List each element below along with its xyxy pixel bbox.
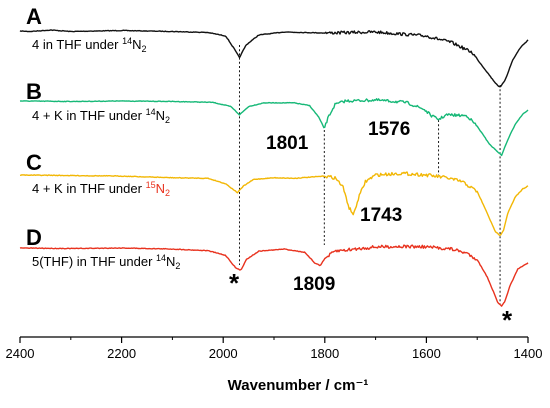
peak-annotations: 1801 1576 1743 1809 * * bbox=[229, 119, 513, 335]
panel-label-d: 5(THF) in THF under 14N2 bbox=[32, 253, 180, 271]
x-axis: 2400 2200 2000 1800 1600 1400 bbox=[6, 336, 543, 361]
x-tick-label-1800: 1800 bbox=[310, 346, 339, 361]
spectrum-trace-a bbox=[19, 29, 529, 88]
panel-letter-b: B bbox=[26, 79, 42, 104]
solvent-star-marker: * bbox=[229, 268, 240, 298]
panel-letter-d: D bbox=[26, 225, 42, 250]
x-tick-label-1400: 1400 bbox=[514, 346, 543, 361]
x-axis-title: Wavenumber / cm⁻¹ bbox=[228, 377, 369, 394]
x-tick-label-2000: 2000 bbox=[209, 346, 238, 361]
spectrum-trace-b bbox=[19, 98, 529, 157]
solvent-star-marker: * bbox=[502, 305, 513, 335]
spectra-traces bbox=[19, 29, 529, 307]
peak-label-1743: 1743 bbox=[360, 205, 402, 226]
spectrum-trace-d bbox=[19, 244, 529, 307]
x-tick-label-2400: 2400 bbox=[6, 346, 35, 361]
panel-labels: A 4 in THF under 14N2 B 4 + K in THF under … bbox=[26, 4, 180, 271]
panel-label-a: 4 in THF under 14N2 bbox=[32, 36, 147, 54]
spectrum-trace-c bbox=[19, 171, 529, 237]
peak-label-1809: 1809 bbox=[293, 274, 335, 295]
panel-label-b: 4 + K in THF under 14N2 bbox=[32, 107, 170, 125]
panel-letter-a: A bbox=[26, 4, 42, 29]
peak-label-1576: 1576 bbox=[368, 119, 410, 140]
peak-label-1801: 1801 bbox=[266, 133, 309, 154]
x-tick-label-1600: 1600 bbox=[412, 346, 441, 361]
x-tick-label-2200: 2200 bbox=[107, 346, 136, 361]
panel-letter-c: C bbox=[26, 150, 42, 175]
panel-label-c: 4 + K in THF under 15N2 bbox=[32, 180, 170, 198]
guide-lines bbox=[239, 45, 501, 305]
